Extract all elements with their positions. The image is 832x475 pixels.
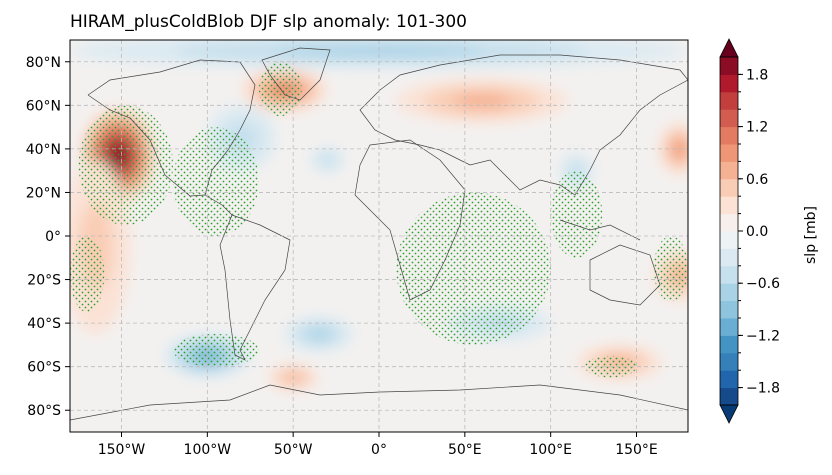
colorbar-tick-label: 1.8 [746,67,768,83]
y-tick-label: 20°S [27,273,61,289]
colorbar-bin [720,318,738,336]
y-tick-label: 60°S [27,360,61,376]
colorbar-tick-label: −1.2 [746,328,780,344]
colorbar-bin [720,300,738,319]
colorbar-bin [720,178,738,197]
colorbar-bin [720,283,738,302]
gridlines [70,40,688,432]
coast-africa [354,139,466,301]
coast-indonesia [559,219,641,241]
x-tick-label: 50°E [448,442,482,458]
y-tick-label: 40°S [27,316,61,332]
coast-north-america [87,59,256,221]
colorbar-tick-label: −1.8 [746,381,780,397]
colorbar-label: slp [mb] [803,206,819,264]
colorbar-bin [720,91,738,110]
colorbar-bin [720,74,738,93]
significance-stippling [173,334,259,367]
colorbar-tick-label: 0.6 [746,172,768,188]
colorbar-extend-max [719,38,739,58]
colorbar-bin [720,109,738,128]
coast-north-america-west [87,94,206,197]
anomaly-contour [307,328,331,340]
chart-title: HIRAM_plusColdBlob DJF slp anomaly: 101-… [70,12,467,32]
colorbar-bin [720,161,738,180]
anomaly-contour [453,93,511,109]
coastlines [70,47,688,421]
y-tick-label: 80°N [26,55,61,71]
colorbar-tick-label: 1.2 [746,120,768,136]
colorbar-bin [720,335,738,354]
y-tick-label: 80°S [27,403,61,419]
significance-stippling [78,105,173,226]
anomaly-contour [318,153,337,167]
colorbar-bin [720,196,738,215]
coast-australia [589,244,661,306]
colorbar-tick-label: −0.6 [746,276,780,292]
x-tick-label: 50°W [274,442,313,458]
colorbar [719,38,739,424]
colorbar-bin [720,57,738,75]
map-area [70,40,688,432]
significance-stippling [653,235,688,302]
x-tick-label: 100°E [529,442,572,458]
y-tick-label: 0° [45,229,61,245]
significance-stippling [70,236,105,313]
colorbar-bin [720,231,738,249]
colorbar-bin [720,352,738,371]
colorbar-extend-min [719,404,739,424]
coast-antarctica [70,384,688,421]
colorbar-bin [720,387,738,406]
y-tick-label: 20°N [26,185,61,201]
significance-stippling [550,170,603,258]
significance-stippling [396,192,551,345]
coast-greenland [261,47,331,101]
colorbar-tick-label: 0.0 [746,224,768,240]
colorbar-bin [720,126,738,145]
colorbar-bin [720,248,738,267]
coast-south-america [219,214,291,361]
colorbar-bin [720,370,738,389]
colorbar-bin [720,213,738,232]
y-tick-label: 60°N [26,98,61,114]
x-tick-label: 150°E [615,442,658,458]
y-tick-label: 40°N [26,142,61,158]
x-tick-label: 100°W [184,442,232,458]
colorbar-bin [720,265,738,284]
colorbar-bin [720,144,738,162]
x-tick-label: 150°W [98,442,146,458]
x-tick-label: 0° [371,442,387,458]
coast-eurasia [359,54,688,196]
significance-stippling [173,127,259,236]
